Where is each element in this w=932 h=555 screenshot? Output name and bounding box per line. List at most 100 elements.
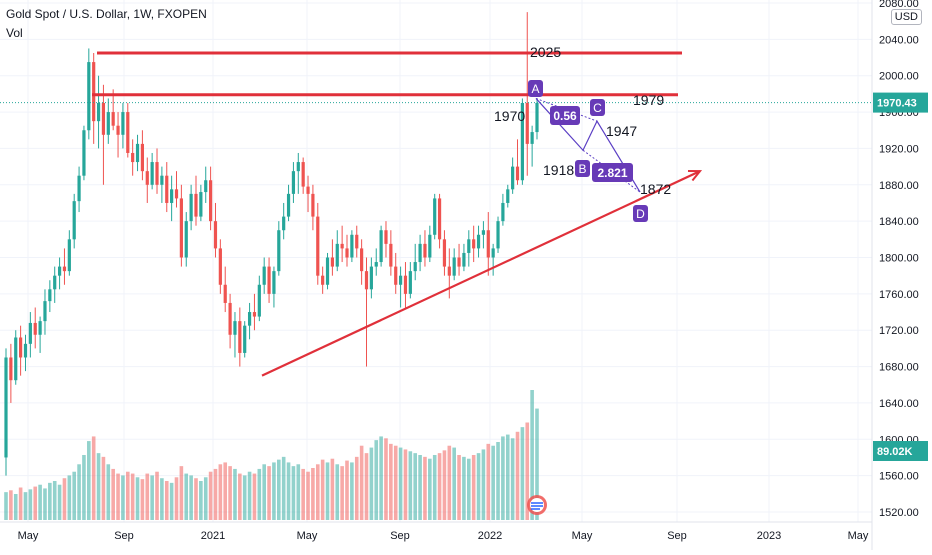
price-tick-label: 1800.00 xyxy=(879,253,919,265)
pattern-point-box[interactable] xyxy=(528,80,543,97)
price-tick-label: 1560.00 xyxy=(879,471,919,483)
candle xyxy=(238,307,242,367)
candle xyxy=(491,243,495,276)
volume-bar xyxy=(384,438,388,520)
candle-body xyxy=(4,357,8,458)
candle-body xyxy=(155,162,159,185)
volume-bar xyxy=(179,466,184,520)
volume-bar xyxy=(354,456,359,520)
volume-bar xyxy=(364,453,369,520)
candle-body xyxy=(247,312,252,326)
candle xyxy=(306,175,310,213)
candle xyxy=(243,321,247,358)
candle-body xyxy=(394,266,398,285)
candle-body xyxy=(96,102,101,122)
candle xyxy=(296,152,300,194)
candle xyxy=(223,266,227,313)
volume-bar xyxy=(291,466,296,520)
candle-body xyxy=(145,171,149,185)
candle-body xyxy=(19,337,23,358)
pattern-point-box[interactable] xyxy=(633,205,648,222)
candle-body xyxy=(360,248,364,272)
symbol-title[interactable]: Gold Spot / U.S. Dollar, 1W, FXOPEN xyxy=(6,7,207,21)
candle-body xyxy=(179,198,183,258)
candle-body xyxy=(291,171,296,194)
volume-bar xyxy=(252,473,257,520)
pattern-point-box[interactable] xyxy=(590,99,605,116)
time-tick-label: 2022 xyxy=(478,530,502,542)
candle xyxy=(462,243,466,272)
volume-bar xyxy=(408,451,413,520)
candle-body xyxy=(486,230,490,258)
candle xyxy=(106,98,110,144)
candle xyxy=(384,221,388,258)
volume-bar xyxy=(164,481,169,520)
volume-label[interactable]: Vol xyxy=(6,26,23,40)
ratio-box[interactable] xyxy=(592,163,633,182)
candle xyxy=(33,307,37,349)
candle-body xyxy=(87,62,91,131)
candle-body xyxy=(262,266,266,285)
candle-body xyxy=(174,189,179,199)
candle-body xyxy=(184,221,188,258)
price-tick-label: 1840.00 xyxy=(879,216,919,228)
volume-bar xyxy=(150,475,154,520)
volume-bar xyxy=(101,456,106,520)
candle xyxy=(282,202,286,240)
candle xyxy=(535,98,539,140)
currency-badge[interactable]: USD xyxy=(890,9,922,25)
price-axis[interactable]: 2080.002040.002000.001960.001920.001880.… xyxy=(873,0,928,519)
time-tick-label: Sep xyxy=(390,530,410,542)
time-tick-label: May xyxy=(572,530,593,542)
candle xyxy=(67,230,71,276)
volume-bar xyxy=(491,445,495,520)
candle xyxy=(228,293,232,349)
last-price-badge[interactable] xyxy=(873,92,928,113)
volume-badge-value: 89.02K xyxy=(877,446,913,458)
volume-bar xyxy=(462,456,466,520)
volume-bar xyxy=(111,468,115,520)
volume-bar xyxy=(238,473,242,520)
price-tick-label: 1880.00 xyxy=(879,180,919,192)
volume-badge[interactable] xyxy=(873,441,928,461)
candle xyxy=(520,98,524,185)
candle xyxy=(82,125,86,181)
candle xyxy=(311,184,315,231)
candle xyxy=(423,230,427,267)
candle-body xyxy=(243,325,247,353)
volume-bar xyxy=(447,445,452,520)
candle xyxy=(413,243,417,281)
volume-bar xyxy=(442,450,447,520)
time-axis[interactable]: May Sep 2021 May Sep 2022 May Sep 2023 May xyxy=(18,530,869,542)
pattern-point-box[interactable] xyxy=(575,160,590,177)
price-tick-label: 2000.00 xyxy=(879,71,919,83)
candle-body xyxy=(33,322,37,335)
news-icon[interactable] xyxy=(527,495,547,515)
volume-bar xyxy=(418,455,422,520)
candle-body xyxy=(121,112,125,135)
volume-bar xyxy=(130,473,135,520)
candle xyxy=(96,75,101,149)
trendline-arrowhead xyxy=(687,169,703,182)
volume-bar xyxy=(160,478,164,520)
candle xyxy=(496,216,500,253)
candle xyxy=(369,257,373,299)
candle-body xyxy=(223,284,227,303)
candle xyxy=(189,184,193,231)
price-annotation: 1947 xyxy=(606,123,637,139)
candle-body xyxy=(535,102,539,133)
candle xyxy=(174,171,179,208)
volume-bar xyxy=(296,464,301,520)
volume-bar xyxy=(301,468,305,520)
time-tick-label: 2023 xyxy=(757,530,781,542)
volume-bar xyxy=(515,431,520,520)
candle-body xyxy=(491,248,495,258)
ratio-box[interactable] xyxy=(550,106,580,125)
time-tick-label: Sep xyxy=(114,530,134,542)
candle-body xyxy=(462,252,466,267)
candle-body xyxy=(209,180,213,222)
candle xyxy=(364,257,369,367)
candle xyxy=(213,202,218,258)
